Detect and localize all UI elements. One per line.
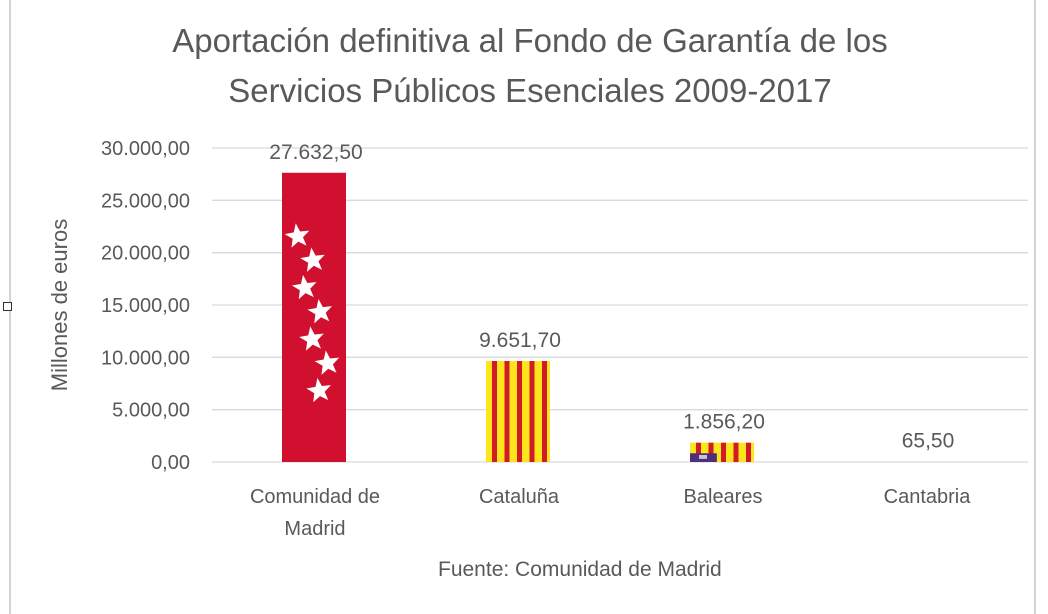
y-tick-label: 25.000,00 bbox=[101, 190, 190, 212]
bar-stripe bbox=[746, 442, 751, 462]
x-tick-label: Cataluña bbox=[479, 486, 560, 508]
y-tick-label: 0,00 bbox=[151, 452, 190, 474]
data-label: 65,50 bbox=[902, 429, 955, 452]
chart-title-line-2: Servicios Públicos Esenciales 2009-2017 bbox=[228, 72, 832, 109]
star-icon bbox=[307, 298, 333, 324]
castle-icon bbox=[699, 455, 707, 459]
x-tick-label: Cantabria bbox=[884, 486, 972, 508]
bar-rect bbox=[282, 172, 346, 462]
bar-stripe bbox=[708, 442, 714, 462]
y-tick-label: 15.000,00 bbox=[101, 295, 190, 317]
y-tick-label: 10.000,00 bbox=[101, 347, 190, 369]
bar-pattern bbox=[486, 360, 550, 462]
bar-stripe bbox=[721, 442, 726, 462]
chart-title-line-1: Aportación definitiva al Fondo de Garant… bbox=[172, 22, 888, 59]
bar-stripe bbox=[492, 360, 497, 462]
madrid-stars-icon bbox=[284, 223, 340, 403]
y-tick-label: 30.000,00 bbox=[101, 138, 190, 160]
bar-stripe bbox=[542, 360, 547, 462]
x-tick-label: Comunidad de bbox=[250, 486, 380, 508]
y-axis-label: Millones de euros bbox=[47, 219, 72, 391]
star-icon bbox=[284, 223, 310, 248]
star-icon bbox=[314, 350, 340, 375]
star-icon bbox=[306, 377, 331, 403]
x-tick-label: Baleares bbox=[684, 486, 763, 508]
bar-stripe bbox=[504, 360, 510, 462]
data-label: 9.651,70 bbox=[479, 329, 561, 352]
data-label: 27.632,50 bbox=[269, 141, 362, 164]
star-icon bbox=[300, 247, 325, 272]
bar-stripe bbox=[733, 442, 739, 462]
chart-resize-handle[interactable] bbox=[3, 302, 12, 311]
bar-pattern bbox=[690, 442, 754, 462]
star-icon bbox=[299, 326, 324, 351]
y-tick-label: 5.000,00 bbox=[112, 400, 190, 422]
bar-stripe bbox=[529, 360, 535, 462]
bar-1: 27.632,50 bbox=[269, 141, 363, 462]
window-frame-right bbox=[1034, 0, 1048, 614]
bar-2: 9.651,70 bbox=[479, 329, 561, 462]
bar-3: 1.856,20 bbox=[683, 411, 765, 462]
y-tick-label: 20.000,00 bbox=[101, 243, 190, 265]
bar-stripe bbox=[517, 360, 522, 462]
x-tick-label: Madrid bbox=[284, 518, 345, 540]
bar-4: 65,50 bbox=[902, 429, 955, 452]
star-icon bbox=[291, 274, 317, 300]
source-note: Fuente: Comunidad de Madrid bbox=[438, 558, 722, 581]
data-label: 1.856,20 bbox=[683, 411, 765, 434]
bar-stripe bbox=[696, 442, 701, 462]
